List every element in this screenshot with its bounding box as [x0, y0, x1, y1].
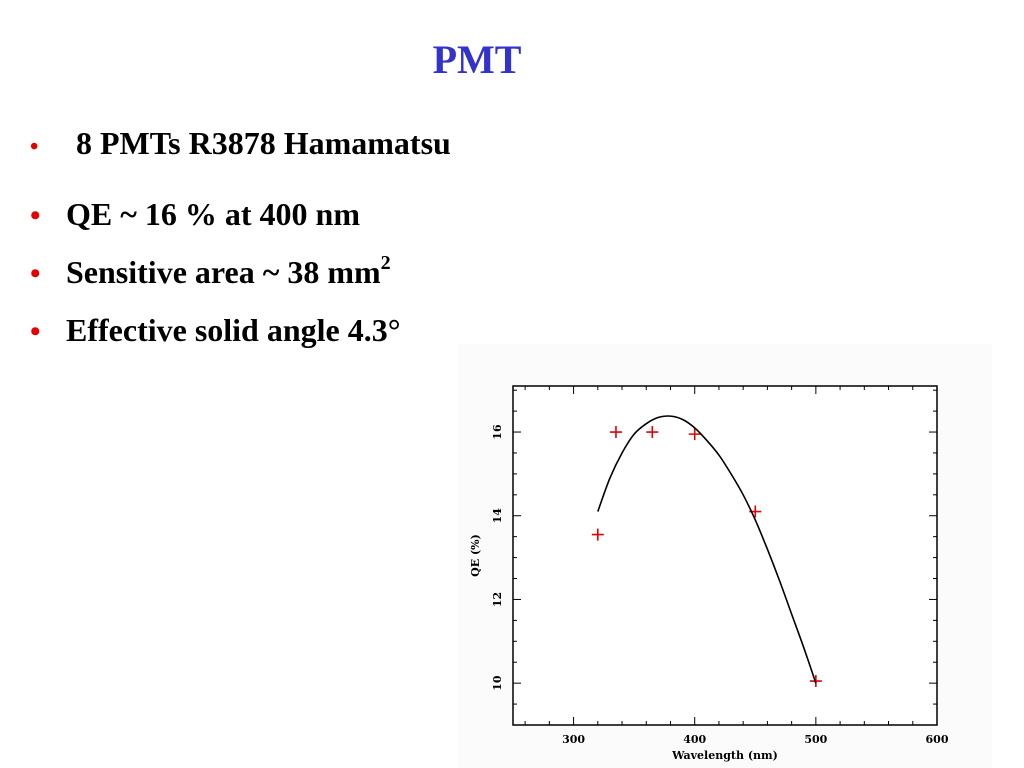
bullet-pmt-count: • 8 PMTs R3878 Hamamatsu — [30, 123, 451, 163]
bullet-text: QE ~ 16 % at 400 nm — [66, 196, 360, 232]
bullet-text: 8 PMTs R3878 Hamamatsu — [76, 125, 451, 161]
x-tick-label: 600 — [926, 733, 949, 746]
y-tick-label: 16 — [491, 424, 504, 440]
bullet-dot: • — [30, 134, 39, 160]
data-point — [591, 528, 604, 541]
data-point — [609, 426, 622, 439]
bullet-dot: • — [30, 199, 41, 232]
x-axis-label: Wavelength (nm) — [671, 749, 778, 762]
x-tick-label: 400 — [683, 733, 706, 746]
bullet-text: Sensitive area ~ 38 mm — [66, 254, 381, 290]
bullet-solid-angle: • Effective solid angle 4.3° — [30, 310, 401, 350]
fit-curve — [597, 415, 817, 684]
slide-title: PMT — [432, 37, 522, 82]
y-axis-label: QE (%) — [469, 534, 482, 577]
x-tick-label: 300 — [562, 733, 585, 746]
data-point — [688, 428, 701, 441]
plot-frame — [512, 385, 938, 726]
bullet-dot: • — [30, 257, 41, 290]
y-tick-label: 10 — [491, 675, 504, 691]
bullet-superscript: 2 — [380, 252, 391, 274]
qe-chart: 300 400 500 600 10 12 14 16 Wavelength (nm) QE (%… — [469, 385, 949, 762]
bullet-dot: • — [30, 315, 41, 348]
y-tick-label: 14 — [491, 508, 504, 524]
x-tick-label: 500 — [804, 733, 827, 746]
bullet-sensitive-area: • Sensitive area ~ 38 mm2 — [30, 252, 391, 292]
y-tick-label: 12 — [491, 592, 504, 607]
data-point — [646, 426, 659, 439]
bullet-text: Effective solid angle 4.3° — [66, 312, 401, 348]
bullet-qe: • QE ~ 16 % at 400 nm — [30, 194, 360, 234]
